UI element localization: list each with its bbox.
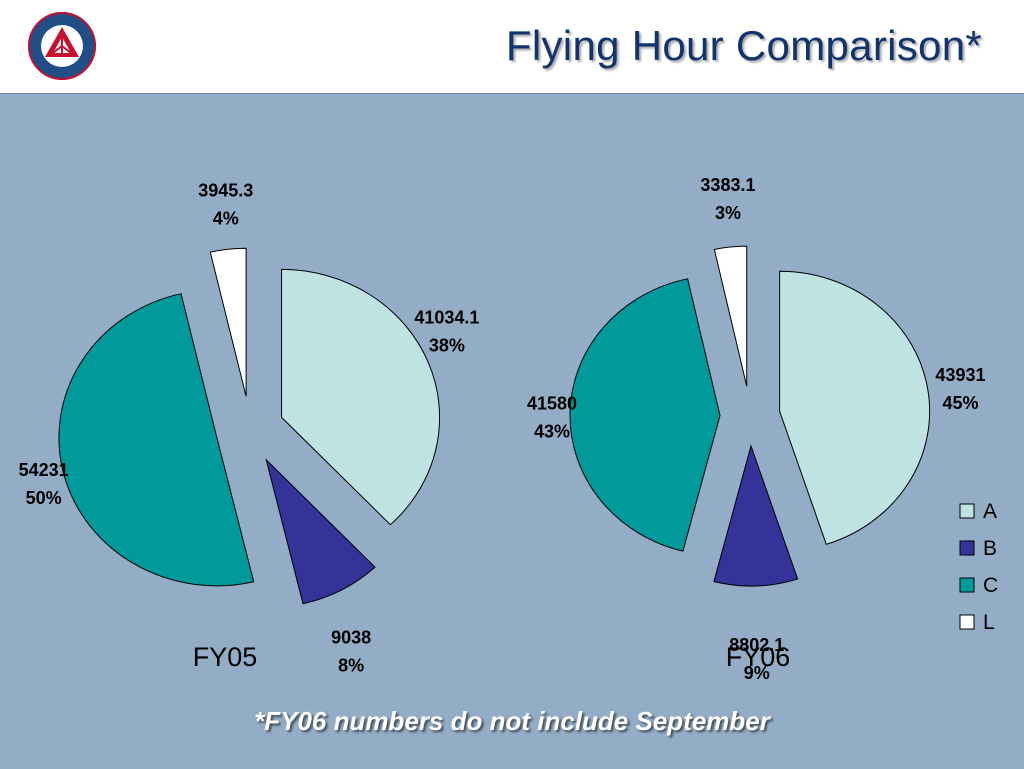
slice-percent-label: 9% (744, 663, 770, 683)
pie-slice-fy05-a (281, 268, 441, 526)
slice-value-label: 3945.3 (198, 180, 253, 200)
slide-header: Flying Hour Comparison* (0, 0, 1024, 93)
slice-percent-label: 8% (338, 655, 364, 675)
slice-value-label: 8802.1 (729, 635, 784, 655)
slice-percent-label: 50% (26, 488, 62, 508)
pie-slice-fy06-b (713, 444, 799, 587)
legend-swatch (959, 503, 975, 519)
legend-swatch (959, 577, 975, 593)
slice-percent-label: 38% (429, 335, 465, 355)
pie-slice-fy05-l (209, 247, 247, 397)
legend-swatch (959, 540, 975, 556)
pie-slice-fy06-c (569, 278, 721, 552)
legend-label: B (983, 537, 997, 560)
slice-value-label: 54231 (19, 460, 69, 480)
legend-label: C (983, 574, 998, 597)
slice-percent-label: 45% (942, 393, 978, 413)
pie-slice-fy06-l (713, 245, 748, 387)
pie-slice-fy05-c (58, 293, 255, 587)
civil-air-patrol-logo (28, 12, 96, 80)
slice-percent-label: 4% (213, 208, 239, 228)
slice-value-label: 3383.1 (700, 175, 755, 195)
pie-slice-fy06-a (779, 270, 931, 545)
legend-label: A (983, 500, 997, 523)
slice-value-label: 41580 (527, 394, 577, 414)
legend-swatch (959, 614, 975, 630)
slice-value-label: 41034.1 (414, 307, 479, 327)
slice-value-label: 9038 (331, 627, 371, 647)
footnote: *FY06 numbers do not include September (254, 706, 770, 736)
pie-title: FY05 (193, 642, 258, 672)
pie-title: FY06 (726, 642, 791, 672)
slice-percent-label: 43% (534, 422, 570, 442)
pie-slice-fy05-b (265, 458, 376, 605)
slice-percent-label: 3% (715, 203, 741, 223)
slice-value-label: 43931 (935, 365, 985, 385)
legend-label: L (983, 611, 995, 634)
slide-title: Flying Hour Comparison* (505, 22, 982, 69)
